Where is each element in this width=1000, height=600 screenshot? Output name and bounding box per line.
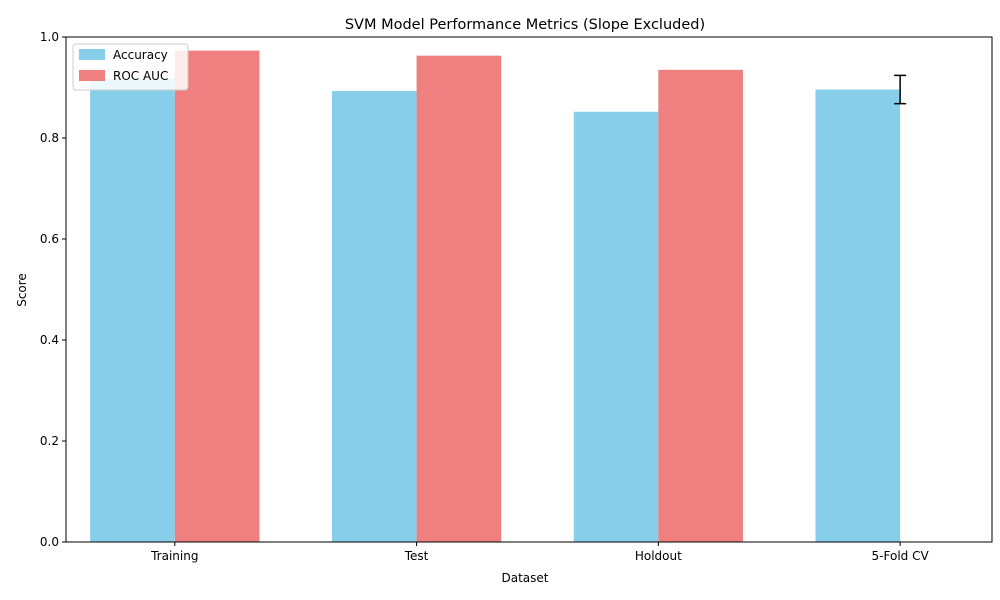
x-tick-label: Holdout: [635, 549, 682, 563]
bar-accuracy-test: [331, 91, 417, 542]
chart-title: SVM Model Performance Metrics (Slope Exc…: [345, 17, 705, 33]
x-tick-label: Test: [404, 549, 429, 563]
legend-swatch-roc-auc: [79, 70, 105, 81]
y-tick-label: 0.4: [40, 333, 59, 347]
y-tick-label: 0.0: [40, 535, 59, 549]
legend-label-accuracy: Accuracy: [113, 48, 168, 62]
y-tick-label: 0.6: [40, 232, 59, 246]
errorbar-layer: [894, 74, 907, 105]
legend: Accuracy ROC AUC: [72, 43, 189, 91]
bar-accuracy-holdout: [573, 111, 659, 543]
y-tick-label: 0.8: [40, 131, 59, 145]
y-axis-title: Score: [15, 273, 29, 307]
bar-roc-auc-test: [416, 55, 502, 543]
bar-accuracy-training: [90, 78, 175, 542]
y-tick-label: 1.0: [40, 30, 59, 44]
bar-roc-auc-holdout: [658, 69, 743, 542]
bar-accuracy-5-fold-cv: [815, 89, 901, 543]
x-tick-label: Training: [150, 549, 198, 563]
ticks-layer: 0.0 0.2 0.4 0.6 0.8 1.0 Training Test Holdout 5-F…: [40, 30, 930, 563]
axes-layer: [65, 36, 993, 543]
legend-label-roc-auc: ROC AUC: [113, 69, 168, 83]
axes-frame: [65, 36, 993, 543]
x-axis-title: Dataset: [502, 571, 549, 585]
legend-swatch-accuracy: [79, 49, 105, 60]
y-tick-label: 0.2: [40, 434, 59, 448]
x-tick-label: 5-Fold CV: [872, 549, 930, 563]
bar-roc-auc-training: [174, 50, 260, 542]
bars-layer: [90, 50, 901, 543]
